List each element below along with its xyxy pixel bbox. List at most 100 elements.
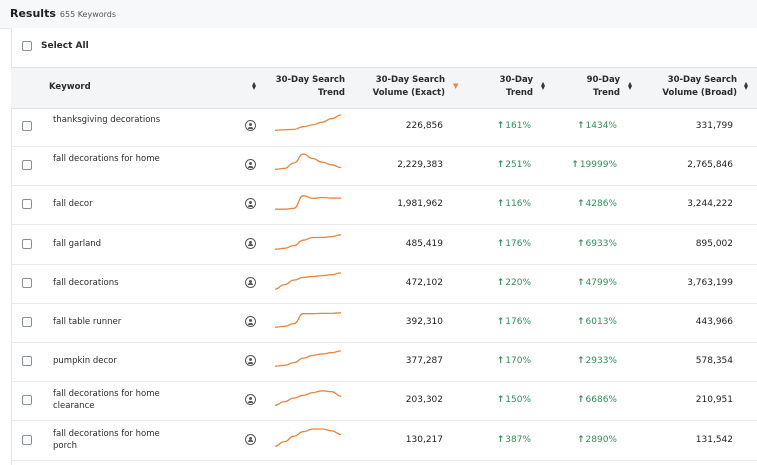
volume-exact-value: 392,310 (405, 317, 443, 327)
column-30day-trend-line2: Trend (506, 88, 533, 98)
sparkline-path (274, 427, 342, 447)
row-checkbox[interactable] (22, 317, 32, 327)
trend-sparkline (274, 427, 342, 447)
select-all-label[interactable]: Select All (41, 41, 89, 51)
trend-90day-value: 6686% (585, 395, 617, 406)
volume-exact-value: 377,287 (405, 356, 443, 367)
column-volume-broad[interactable]: 30-Day Search Volume (Broad) (647, 74, 737, 100)
trend-90day-value: 4286% (585, 199, 617, 210)
volume-broad-value: 3,763,199 (687, 277, 733, 288)
trend-30day: ↑150% (481, 395, 531, 405)
sort-90day-trend-icon[interactable]: ▴ ▾ (627, 79, 632, 92)
trend-up-icon: ↑ (496, 317, 505, 327)
trend-30day-value: 170% (505, 356, 531, 367)
keyword-text[interactable]: fall decor (53, 199, 93, 210)
table-row: fall decorations for home clearance 203,… (11, 381, 757, 422)
column-30day-trend[interactable]: 30-Day Trend (481, 74, 533, 100)
keyword-text[interactable]: pumpkin decor (53, 356, 117, 367)
keyword-details-icon[interactable] (245, 276, 256, 288)
select-all-bar: Select All (11, 29, 757, 67)
table-row: pumpkin decor 377,287 ↑170% ↑2933% 578,3… (11, 342, 757, 383)
trend-30day: ↑176% (481, 239, 531, 249)
trend-up-icon: ↑ (496, 238, 505, 249)
table-row: fall table runner 392,310 ↑176% ↑ 6013% 4… (11, 303, 757, 343)
trend-90day-value: 6933% (585, 238, 617, 249)
column-90day-trend-line1: 90-Day (586, 75, 620, 85)
trend-up-icon: ↑ (576, 199, 585, 210)
sparkline-path (274, 390, 342, 407)
volume-exact-value: 226,856 (405, 121, 443, 131)
trend-90day: ↑4286% (556, 199, 617, 209)
row-checkbox[interactable] (22, 160, 32, 171)
row-checkbox[interactable] (22, 277, 32, 288)
keyword-details-icon[interactable] (245, 159, 256, 171)
sparkline-path (274, 312, 342, 328)
sort-volume-broad-icon[interactable]: ▴ ▾ (743, 79, 748, 92)
volume-broad-value: 443,966 (695, 317, 733, 327)
trend-90day-value: 2933% (585, 356, 617, 367)
column-volume-exact[interactable]: 30-Day Search Volume (Exact) (361, 74, 445, 100)
keyword-details-icon[interactable] (245, 355, 256, 367)
trend-30day-value: 161% (505, 121, 531, 131)
trend-90day: ↑1434% (556, 121, 617, 131)
trend-sparkline (274, 390, 342, 407)
trend-up-icon: ↑ (576, 121, 585, 131)
trend-30day: ↑176% (481, 317, 531, 327)
sort-30day-trend-icon[interactable]: ▴ ▾ (540, 79, 545, 92)
trend-30day: ↑387% (481, 435, 531, 445)
keyword-text[interactable]: fall decorations for home clearance (53, 389, 160, 412)
trend-up-icon: ↑ (496, 121, 505, 131)
sort-keyword-icon[interactable]: ▴ ▾ (251, 79, 256, 92)
volume-exact-value: 472,102 (405, 277, 443, 288)
row-checkbox[interactable] (22, 199, 32, 210)
trend-90day: ↑6686% (556, 395, 617, 405)
keyword-text[interactable]: fall decorations (53, 277, 119, 288)
row-checkbox[interactable] (22, 356, 32, 367)
trend-30day-value: 387% (505, 434, 531, 445)
keyword-details-icon[interactable] (245, 316, 256, 327)
column-search-trend: 30-Day Search Trend (261, 74, 345, 100)
select-all-checkbox[interactable] (22, 41, 32, 51)
keyword-text[interactable]: fall garland (53, 238, 102, 249)
row-checkbox[interactable] (22, 434, 32, 445)
column-volume-broad-line1: 30-Day Search (667, 75, 737, 85)
column-search-trend-line1: 30-Day Search (275, 75, 345, 85)
trend-30day-value: 220% (505, 277, 531, 288)
keyword-text[interactable]: fall decorations for home (53, 154, 160, 165)
trend-up-icon: ↑ (576, 238, 585, 249)
row-checkbox[interactable] (22, 395, 32, 406)
trend-90day-value: 6013% (585, 317, 617, 327)
column-keyword[interactable]: Keyword (49, 82, 91, 92)
trend-up-icon: ↑ (496, 199, 505, 210)
keyword-text[interactable]: fall decorations for home porch (53, 428, 160, 451)
keyword-details-icon[interactable] (245, 237, 256, 249)
column-volume-broad-line2: Volume (Broad) (662, 88, 737, 98)
row-checkbox[interactable] (22, 238, 32, 249)
table-row: fall decorations 472,102 ↑220% ↑4799% 3,… (11, 264, 757, 304)
keyword-details-icon[interactable] (245, 433, 256, 445)
keyword-details-icon[interactable] (245, 198, 256, 210)
trend-30day-value: 251% (505, 160, 531, 171)
keyword-details-icon[interactable] (245, 120, 256, 131)
trend-90day-value: 2890% (585, 434, 617, 445)
volume-exact-value: 1,981,962 (397, 199, 443, 210)
trend-30day: ↑170% (481, 356, 531, 366)
keyword-details-icon[interactable] (245, 394, 256, 406)
results-title: Results 655 Keywords (10, 7, 116, 20)
volume-broad-value: 131,542 (695, 434, 733, 445)
trend-90day-value: 19999% (579, 160, 617, 171)
results-title-text: Results (10, 7, 56, 20)
keyword-text[interactable]: fall table runner (53, 317, 122, 327)
volume-exact-value: 2,229,383 (397, 160, 443, 171)
sparkline-path (274, 272, 342, 290)
trend-sparkline (274, 272, 342, 290)
column-90day-trend[interactable]: 90-Day Trend (566, 74, 620, 100)
trend-up-icon: ↑ (496, 356, 505, 367)
sparkline-path (274, 350, 342, 368)
trend-sparkline (274, 233, 342, 250)
row-checkbox[interactable] (22, 121, 32, 131)
keyword-text[interactable]: thanksgiving decorations (53, 115, 161, 125)
trend-up-icon: ↑ (496, 434, 505, 445)
sort-desc-icon[interactable]: ▼ (453, 82, 459, 90)
table-row: fall decor 1,981,962 ↑116% ↑4286% 3,244,… (11, 185, 757, 226)
